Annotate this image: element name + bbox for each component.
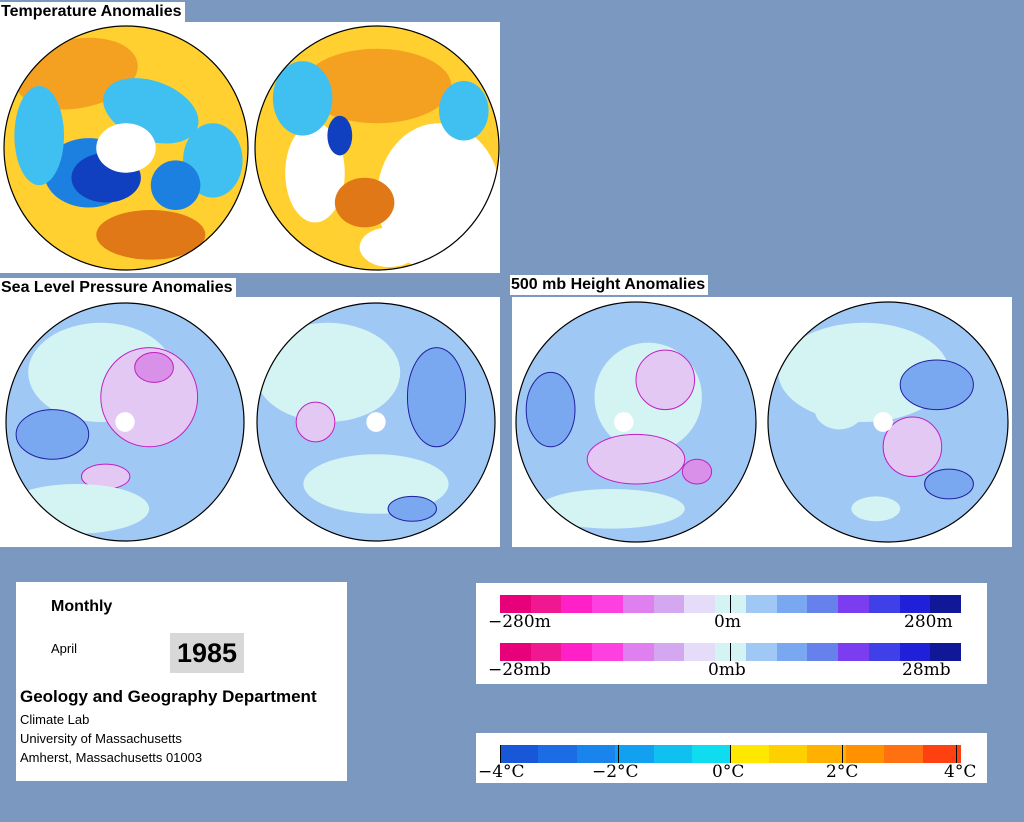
height500-globe-south	[767, 301, 1009, 543]
temp-tick-0	[730, 745, 731, 763]
period-label: Monthly	[51, 598, 113, 615]
temp-tick-neg2	[618, 745, 619, 763]
temp-label-neg4: −4°C	[478, 762, 525, 782]
pressure-label-min: −28mb	[488, 660, 551, 680]
temperature-title: Temperature Anomalies	[0, 2, 185, 22]
height-label-zero: 0m	[714, 612, 741, 632]
globe-outline	[256, 302, 496, 542]
slp-title: Sea Level Pressure Anomalies	[0, 278, 236, 298]
anomaly-legend: −280m 0m 280m −28mb 0mb 28mb	[476, 583, 987, 684]
globe-outline	[254, 25, 500, 271]
height-label-max: 280m	[904, 612, 953, 632]
temperature-globe-north	[3, 25, 249, 271]
info-box: Monthly April 1985 Geology and Geography…	[16, 582, 347, 781]
temperature-color-bar	[500, 745, 962, 763]
month-label: April	[51, 641, 78, 656]
temp-label-4: 4°C	[944, 762, 977, 782]
temp-label-0: 0°C	[712, 762, 745, 782]
temp-label-2: 2°C	[826, 762, 859, 782]
height500-title: 500 mb Height Anomalies	[510, 275, 709, 295]
temp-tick-4	[956, 745, 957, 763]
temperature-globe-south	[254, 25, 500, 271]
year-label: 1985	[170, 633, 244, 673]
height-label-min: −280m	[488, 612, 551, 632]
slp-globe-north	[5, 302, 245, 542]
pressure-zero-tick	[730, 643, 731, 661]
temp-tick-2	[842, 745, 843, 763]
pressure-label-zero: 0mb	[708, 660, 746, 680]
temp-label-neg2: −2°C	[592, 762, 639, 782]
lab-label: Climate Lab	[20, 712, 90, 727]
temperature-legend: −4°C −2°C 0°C 2°C 4°C	[476, 733, 987, 783]
globe-outline	[515, 301, 757, 543]
height-color-bar	[500, 595, 962, 613]
department-label: Geology and Geography Department	[20, 687, 317, 706]
globe-outline	[767, 301, 1009, 543]
height-zero-tick	[730, 595, 731, 613]
height500-globe-north	[515, 301, 757, 543]
slp-globe-south	[256, 302, 496, 542]
globe-outline	[3, 25, 249, 271]
university-label: University of Massachusetts	[20, 731, 182, 746]
pressure-label-max: 28mb	[902, 660, 951, 680]
temp-tick-neg4	[500, 745, 501, 763]
address-label: Amherst, Massachusetts 01003	[20, 750, 203, 765]
globe-outline	[5, 302, 245, 542]
pressure-color-bar	[500, 643, 962, 661]
